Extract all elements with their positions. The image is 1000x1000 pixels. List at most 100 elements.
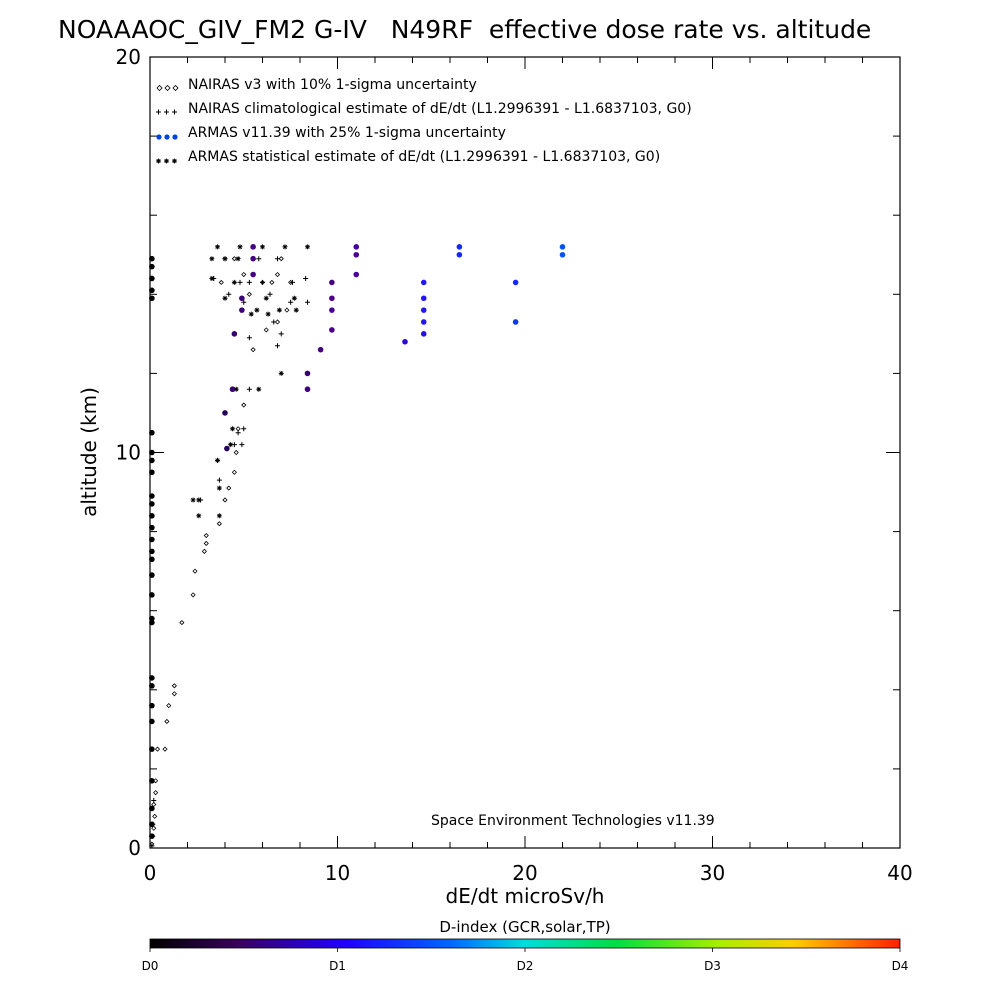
nairas-diamond-point xyxy=(274,271,281,278)
armas-dot-point xyxy=(149,263,155,270)
y-axis-label: altitude (km) xyxy=(77,387,101,517)
armas-statistical-asterisk-point xyxy=(230,426,235,432)
nairas-diamond-point xyxy=(192,568,198,574)
armas-dot-point xyxy=(149,805,155,812)
armas-dot-point xyxy=(250,244,256,250)
nairas-diamond-point xyxy=(216,521,222,527)
armas-statistical-asterisk-point xyxy=(305,244,310,250)
armas-dot-point xyxy=(149,702,155,709)
nairas-climatology-plus-point xyxy=(288,299,294,305)
legend-entry-nairas: NAIRAS v3 with 10% 1-sigma uncertainty xyxy=(156,77,477,93)
armas-statistical-asterisk-point xyxy=(231,279,237,285)
armas-dot-point xyxy=(250,255,256,262)
armas-dot-point xyxy=(250,271,256,278)
nairas-diamond-point xyxy=(241,402,247,408)
legend-entry-armas: ARMAS v11.39 with 25% 1-sigma uncertaint… xyxy=(156,125,506,141)
nairas-climatology-plus-point xyxy=(235,430,241,436)
x-tick-label: 40 xyxy=(887,861,912,885)
armas-dot-point xyxy=(149,255,155,262)
armas-statistical-asterisk-point xyxy=(293,307,299,313)
armas-dot-point xyxy=(329,307,335,313)
colorbar-label: D0 xyxy=(142,959,159,973)
nairas-diamond-point xyxy=(164,718,170,725)
armas-dot-point xyxy=(149,615,155,622)
nairas-diamond-point xyxy=(153,790,159,796)
armas-dot-point xyxy=(149,718,155,725)
armas-dot-point xyxy=(231,331,238,337)
legend-label-armas-statistical: ARMAS statistical estimate of dE/dt (L1.… xyxy=(188,149,660,165)
colorbar: D-index (GCR,solar,TP) D0 D1 D2 D3 D4 xyxy=(142,918,909,973)
nairas-climatology-plus-point xyxy=(256,256,262,262)
nairas-climatology-plus-point xyxy=(226,291,232,297)
chart-title: NOAAAOC_GIV_FM2 G-IV N49RF effective dos… xyxy=(58,15,871,44)
nairas-climatology-plus-point xyxy=(305,299,310,305)
armas-dot-point xyxy=(149,512,155,519)
legend-symbol-armas xyxy=(156,134,178,140)
armas-statistical-asterisk-point xyxy=(276,307,282,313)
nairas-diamond-point xyxy=(166,703,172,709)
nairas-diamond-point xyxy=(153,778,159,784)
armas-dot-point xyxy=(456,251,463,258)
armas-statistical-asterisk-point xyxy=(228,442,234,448)
nairas-diamond-point xyxy=(152,813,158,819)
armas-dot-point xyxy=(304,386,311,393)
nairas-diamond-point xyxy=(190,592,196,598)
armas-dot-point xyxy=(149,295,155,302)
armas-statistical-asterisk-point xyxy=(215,244,220,250)
armas-dot-point xyxy=(402,338,408,345)
x-tick-label: 0 xyxy=(144,861,157,885)
armas-statistical-asterisk-point xyxy=(209,275,215,281)
nairas-climatology-plus-point xyxy=(303,275,309,281)
nairas-diamond-point xyxy=(171,683,177,689)
x-axis-label: dE/dt microSv/h xyxy=(446,884,605,908)
armas-dot-point xyxy=(149,449,155,456)
nairas-climatology-plus-point xyxy=(271,319,277,325)
armas-statistical-asterisk-point xyxy=(209,256,215,262)
armas-dot-point xyxy=(304,370,311,377)
armas-dot-point xyxy=(149,619,155,626)
armas-dot-point xyxy=(149,469,155,476)
armas-dot-point xyxy=(149,777,155,784)
y-tick-label: 10 xyxy=(116,441,141,465)
nairas-diamond-point xyxy=(201,548,207,554)
armas-statistical-asterisk-point xyxy=(282,244,288,250)
nairas-diamond-point xyxy=(154,746,161,752)
armas-dot-point xyxy=(329,279,335,286)
armas-dot-point xyxy=(512,319,519,325)
armas-statistical-asterisk-point xyxy=(263,295,269,301)
nairas-diamond-point xyxy=(278,256,284,262)
armas-statistical-asterisk-point xyxy=(291,295,297,301)
armas-statistical-asterisk-point xyxy=(222,295,228,301)
armas-statistical-asterisk-point xyxy=(256,386,262,392)
armas-dot-point xyxy=(420,331,427,337)
armas-dot-point xyxy=(420,307,427,313)
nairas-diamond-point xyxy=(241,271,247,278)
nairas-diamond-point xyxy=(235,426,241,432)
nairas-climatology-plus-point xyxy=(260,279,265,285)
legend-symbol-nairas-climatological xyxy=(156,109,177,115)
armas-statistical-asterisk-point xyxy=(222,256,228,262)
armas-dot-point xyxy=(329,295,335,302)
armas-dot-point xyxy=(420,319,427,325)
legend-label-armas: ARMAS v11.39 with 25% 1-sigma uncertaint… xyxy=(188,125,506,141)
armas-dot-point xyxy=(149,592,155,598)
armas-dot-point xyxy=(224,445,230,452)
y-tick-label: 20 xyxy=(116,45,141,69)
nairas-diamond-point xyxy=(263,327,269,333)
armas-dot-point xyxy=(149,493,155,499)
armas-dot-point xyxy=(149,524,155,531)
x-tick-label: 20 xyxy=(512,861,537,885)
x-tick-label: 30 xyxy=(700,861,725,885)
nairas-diamond-point xyxy=(203,540,209,547)
armas-dot-point xyxy=(317,346,324,353)
legend-symbol-armas-statistical xyxy=(156,158,177,164)
nairas-climatology-plus-point xyxy=(151,798,157,804)
armas-dot-point xyxy=(222,410,228,416)
nairas-climatology-plus-point xyxy=(241,299,247,305)
armas-dot-point xyxy=(149,556,155,563)
armas-dot-point xyxy=(149,536,155,543)
armas-dot-point xyxy=(353,251,360,258)
armas-dot-point xyxy=(456,244,463,250)
nairas-diamond-point xyxy=(171,691,177,697)
